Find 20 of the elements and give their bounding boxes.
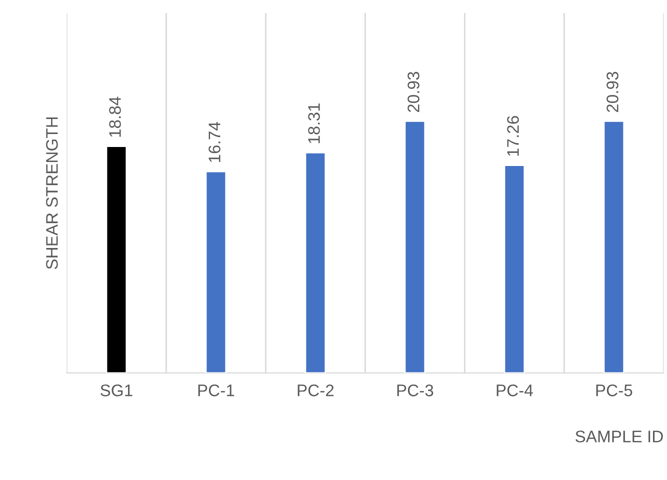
x-tick-label: PC-4 — [496, 384, 533, 396]
x-tick-label: PC-5 — [596, 384, 632, 396]
data-label: 18.31 — [308, 104, 320, 144]
bar — [205, 170, 227, 373]
data-label: 17.26 — [507, 116, 519, 156]
data-label: 16.74 — [208, 122, 220, 162]
bar — [404, 120, 426, 373]
bar — [304, 152, 326, 373]
x-tick-label: PC-1 — [198, 384, 234, 396]
x-axis-title: SAMPLE ID — [576, 430, 663, 442]
bar — [603, 120, 625, 373]
data-label: 18.84 — [109, 96, 121, 137]
x-tick-label: PC-3 — [397, 384, 434, 396]
y-axis-title: SHEAR STRENGTH — [46, 117, 58, 270]
data-label: 20.93 — [606, 72, 618, 112]
x-tick-label: PC-2 — [298, 384, 334, 396]
bar — [504, 164, 526, 373]
data-label: 20.93 — [408, 72, 420, 112]
x-tick-label: SG1 — [100, 384, 132, 396]
bar — [106, 146, 128, 373]
